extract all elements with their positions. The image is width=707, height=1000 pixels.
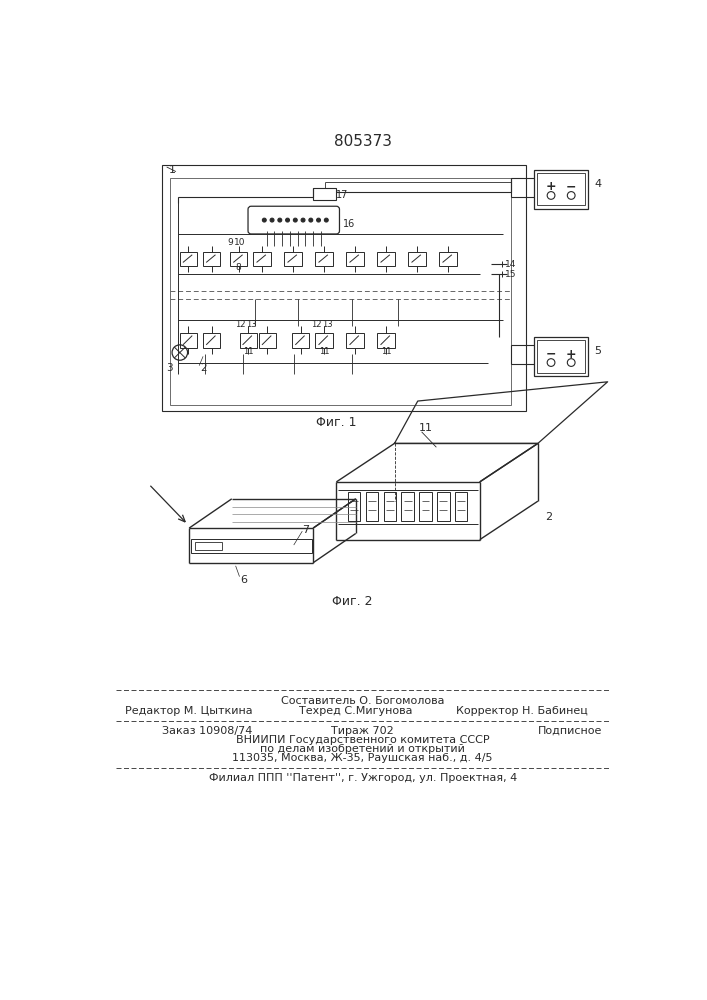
Text: 11: 11 xyxy=(319,347,329,356)
Bar xyxy=(366,492,378,521)
Bar xyxy=(402,492,414,521)
Bar xyxy=(378,333,395,348)
Bar xyxy=(162,165,526,411)
Text: Корректор Н. Бабинец: Корректор Н. Бабинец xyxy=(457,706,588,716)
Text: 7: 7 xyxy=(302,525,309,535)
Text: +: + xyxy=(546,180,556,193)
Bar xyxy=(384,492,396,521)
Text: 5: 5 xyxy=(594,346,601,356)
Text: −: − xyxy=(546,348,556,361)
Bar xyxy=(437,492,450,521)
Bar xyxy=(537,173,585,205)
Text: Подписное: Подписное xyxy=(538,726,602,736)
Circle shape xyxy=(293,218,297,222)
Bar xyxy=(348,492,361,521)
Text: 805373: 805373 xyxy=(334,134,392,149)
Bar xyxy=(419,492,432,521)
Bar xyxy=(440,252,457,266)
Text: 11: 11 xyxy=(419,423,433,433)
Text: 13: 13 xyxy=(322,320,332,329)
Text: 15: 15 xyxy=(505,270,517,279)
Bar xyxy=(346,252,363,266)
Text: 1: 1 xyxy=(168,165,175,175)
Circle shape xyxy=(286,218,289,222)
Text: 11: 11 xyxy=(243,347,253,356)
Bar xyxy=(230,252,247,266)
Bar xyxy=(315,333,332,348)
Bar xyxy=(315,252,332,266)
Text: 2: 2 xyxy=(545,512,552,522)
Bar xyxy=(253,252,271,266)
Text: 13: 13 xyxy=(246,320,257,329)
Bar xyxy=(259,333,276,348)
Circle shape xyxy=(301,218,305,222)
Bar xyxy=(313,188,337,200)
Text: по делам изобретений и открытий: по делам изобретений и открытий xyxy=(260,744,465,754)
Text: Техред С.Мигунова: Техред С.Мигунова xyxy=(299,706,412,716)
Text: +: + xyxy=(566,348,576,361)
Text: Филиал ППП ''Патент'', г. Ужгород, ул. Проектная, 4: Филиал ППП ''Патент'', г. Ужгород, ул. П… xyxy=(209,773,517,783)
Bar xyxy=(240,333,257,348)
Text: Редактор М. Цыткина: Редактор М. Цыткина xyxy=(125,706,253,716)
Text: 6: 6 xyxy=(240,575,247,585)
Text: 10: 10 xyxy=(234,238,245,247)
Text: 9: 9 xyxy=(228,238,233,247)
Text: 12: 12 xyxy=(235,320,245,329)
Text: 11: 11 xyxy=(381,347,391,356)
Bar xyxy=(409,252,426,266)
Bar xyxy=(203,252,220,266)
Bar xyxy=(534,337,588,376)
Bar xyxy=(180,333,197,348)
Bar xyxy=(534,170,588,209)
Bar xyxy=(346,333,363,348)
Text: Заказ 10908/74: Заказ 10908/74 xyxy=(162,726,252,736)
Text: Φиг. 1: Φиг. 1 xyxy=(316,416,356,429)
Text: 4: 4 xyxy=(594,179,601,189)
Bar xyxy=(191,539,312,553)
Text: 113035, Москва, Ж-35, Раушская наб., д. 4/5: 113035, Москва, Ж-35, Раушская наб., д. … xyxy=(233,753,493,763)
Text: 14: 14 xyxy=(505,260,516,269)
Bar xyxy=(292,333,309,348)
Bar xyxy=(180,252,197,266)
Bar xyxy=(195,542,223,550)
Text: Составитель О. Богомолова: Составитель О. Богомолова xyxy=(281,696,445,706)
Text: ВНИИПИ Государственного комитета СССР: ВНИИПИ Государственного комитета СССР xyxy=(236,735,489,745)
Circle shape xyxy=(325,218,328,222)
Circle shape xyxy=(270,218,274,222)
Text: 12: 12 xyxy=(311,320,322,329)
Bar xyxy=(170,178,510,405)
Text: 3: 3 xyxy=(165,363,173,373)
Text: 16: 16 xyxy=(344,219,356,229)
Text: Φиг. 2: Φиг. 2 xyxy=(332,595,372,608)
Circle shape xyxy=(309,218,312,222)
Circle shape xyxy=(278,218,281,222)
Circle shape xyxy=(262,218,267,222)
Text: 17: 17 xyxy=(337,190,349,200)
Text: 2: 2 xyxy=(200,363,206,373)
Text: Тираж 702: Тираж 702 xyxy=(332,726,394,736)
Bar xyxy=(203,333,220,348)
Circle shape xyxy=(317,218,320,222)
Text: −: − xyxy=(566,180,576,193)
Bar xyxy=(537,340,585,373)
Bar xyxy=(284,252,301,266)
Bar xyxy=(378,252,395,266)
Bar xyxy=(455,492,467,521)
Text: 8: 8 xyxy=(236,263,242,272)
